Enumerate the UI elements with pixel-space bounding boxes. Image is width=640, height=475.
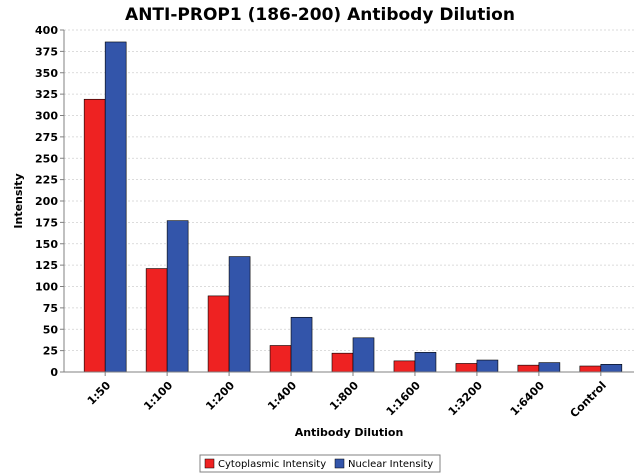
y-tick-label: 100 xyxy=(35,281,58,294)
y-axis-label: Intensity xyxy=(12,173,25,228)
y-tick-label: 0 xyxy=(50,366,58,379)
x-axis-label: Antibody Dilution xyxy=(295,426,404,439)
y-tick-label: 150 xyxy=(35,238,58,251)
bar-nuclear xyxy=(414,352,437,373)
bar-nuclear xyxy=(538,362,561,373)
bar-nuclear xyxy=(104,41,127,373)
bar-nuclear xyxy=(166,220,189,373)
y-tick-label: 200 xyxy=(35,195,58,208)
bar-nuclear xyxy=(476,359,499,373)
y-tick-label: 350 xyxy=(35,67,58,80)
bar-nuclear xyxy=(352,337,375,373)
legend-label-cytoplasmic: Cytoplasmic Intensity xyxy=(218,459,326,470)
y-tick-label: 325 xyxy=(35,88,58,101)
y-tick-label: 250 xyxy=(35,152,58,165)
bar-cytoplasmic xyxy=(207,295,230,373)
y-tick-label: 400 xyxy=(35,24,58,37)
bar-cytoplasmic xyxy=(455,363,478,373)
legend-swatch-cytoplasmic xyxy=(204,458,215,469)
legend-swatch-nuclear xyxy=(334,458,345,469)
y-tick-label: 50 xyxy=(43,323,59,336)
bar-cytoplasmic xyxy=(331,352,354,373)
y-tick-label: 275 xyxy=(35,131,58,144)
y-tick-label: 225 xyxy=(35,174,58,187)
bar-cytoplasmic xyxy=(517,364,540,373)
bars xyxy=(83,41,623,373)
y-tick-label: 75 xyxy=(43,302,58,315)
chart-title: ANTI-PROP1 (186-200) Antibody Dilution xyxy=(125,5,515,25)
legend-box xyxy=(199,454,441,473)
gridlines xyxy=(64,29,634,352)
bar-cytoplasmic xyxy=(83,98,106,373)
y-tick-label: 375 xyxy=(35,45,58,58)
bar-nuclear xyxy=(600,364,623,373)
legend: Cytoplasmic Intensity Nuclear Intensity xyxy=(199,454,441,473)
bar-cytoplasmic xyxy=(393,360,416,373)
y-tick-label: 125 xyxy=(35,259,58,272)
y-tick-label: 25 xyxy=(43,345,58,358)
bar-nuclear xyxy=(290,316,313,373)
legend-label-nuclear: Nuclear Intensity xyxy=(348,459,433,470)
y-ticks: 0 25 50 75 100 125 150 175 200 225 250 275 300 325 350… xyxy=(35,24,64,379)
y-tick-label: 300 xyxy=(35,110,58,123)
bar-nuclear xyxy=(228,256,251,373)
bar-cytoplasmic xyxy=(269,345,292,373)
bar-cytoplasmic xyxy=(579,365,602,373)
y-tick-label: 175 xyxy=(35,216,58,229)
bar-cytoplasmic xyxy=(145,268,168,373)
